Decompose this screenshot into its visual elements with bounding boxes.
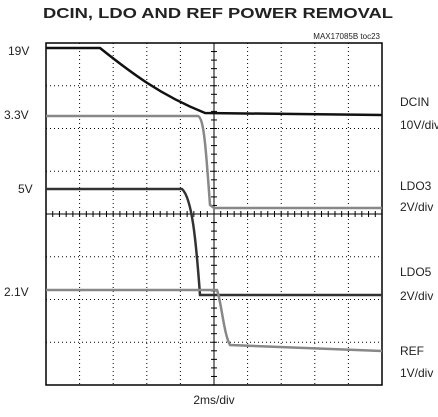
ldo3-trace (46, 114, 382, 210)
left-label: 5V (18, 182, 33, 196)
title: DCIN, LDO AND REF POWER REMOVAL (43, 5, 393, 22)
channel-name: LDO5 (400, 265, 432, 279)
channel-scale: 10V/div (400, 118, 438, 132)
left-label: 19V (8, 44, 29, 58)
figure-code: MAX17085B toc23 (313, 32, 380, 41)
dcin-trace (46, 46, 383, 117)
ldo5-trace (46, 187, 382, 297)
left-label: 2.1V (4, 285, 29, 299)
left-label: 3.3V (4, 108, 29, 122)
channel-name: LDO3 (400, 179, 432, 193)
channel-scale: 2V/div (400, 289, 433, 303)
ref-trace (46, 288, 383, 353)
channel-name: REF (400, 344, 424, 358)
frame (45, 42, 383, 386)
graticule (46, 43, 382, 385)
channel-name: DCIN (400, 95, 429, 109)
channel-scale: 2V/div (400, 200, 433, 214)
channel-scale: 1V/div (400, 366, 433, 380)
time-scale: 2ms/div (193, 393, 234, 407)
